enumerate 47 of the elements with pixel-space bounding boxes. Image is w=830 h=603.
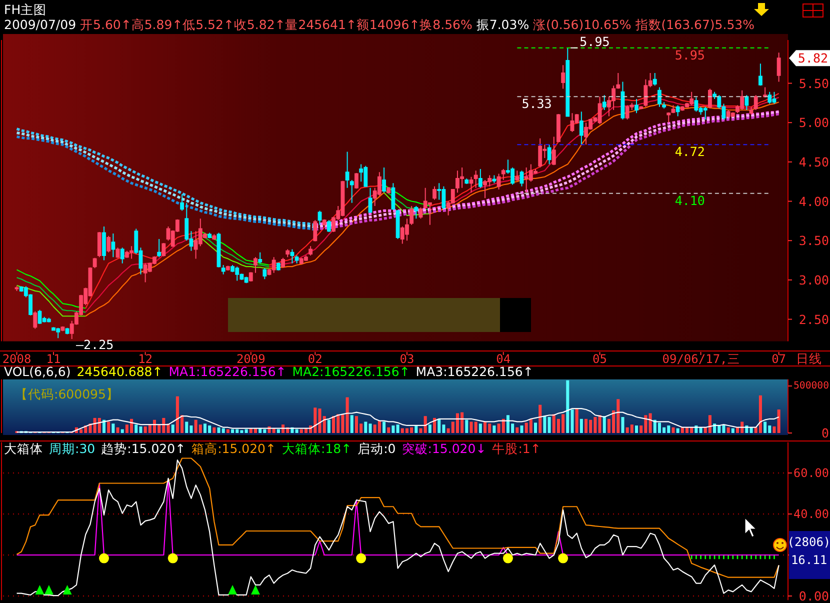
y-tick-label: 4.50 [798, 154, 829, 170]
annotation: 启动:0 [358, 441, 396, 456]
x-tick-label: 12 [138, 352, 153, 366]
x-tick-label: 07 [772, 352, 786, 366]
x-tick-label: 05 [592, 352, 608, 366]
chart-title: 大箱体 [4, 441, 43, 456]
annotation: 周期:30 [49, 441, 96, 456]
y-tick-label: 0.00 [798, 588, 829, 603]
x-tick-label: 03 [400, 352, 414, 366]
text: MA1:165226.156↑ [168, 364, 286, 379]
y-tick-label: 2.50 [798, 312, 829, 327]
y-tick-label: 5.00 [798, 115, 829, 130]
x-axis-title: 日线 [796, 351, 822, 366]
y-tick-label: 0 [821, 426, 829, 440]
y-tick-label: 5.50 [798, 76, 829, 91]
x-tick-label: 04 [496, 352, 511, 366]
x-tick-label: 2009 [236, 352, 266, 366]
x-tick-label: 2008 [2, 352, 32, 366]
text: 【代码:600095】 [15, 386, 119, 402]
text: 245640.688↑ [76, 364, 163, 379]
y-tick-label: 3.00 [798, 272, 829, 288]
text: MA3:165226.156↑ [416, 364, 534, 379]
x-tick-label: 09/06/17,三 [662, 352, 740, 366]
annotation: 5.82 [798, 50, 828, 66]
ref-line-label: 4.10 [674, 192, 705, 208]
annotation: 箱高:15.020↑ [192, 441, 276, 456]
y-tick-label: 60.00 [793, 466, 829, 480]
annotation: —2.25 [76, 337, 114, 352]
annotation: 牛股:1↑ [492, 441, 541, 456]
annotation: 突破:15.020↓ [402, 441, 486, 456]
y-tick-label: 500000 [793, 380, 830, 392]
y-tick-label: 4.00 [798, 194, 829, 209]
text: (2806) 16.11 [787, 535, 830, 567]
x-tick-label: 11 [46, 352, 61, 366]
ref-line-label: 5.33 [522, 96, 552, 112]
chart-title: FH主图 [4, 2, 47, 17]
y-tick-label: 40.00 [793, 507, 829, 521]
x-tick-label: 02 [308, 352, 322, 366]
ref-line-label: 5.95 [674, 47, 705, 62]
chart-title: VOL(6,6,6) [4, 364, 71, 379]
annotation: 大箱体:18↑ [282, 441, 352, 456]
y-tick-label: 3.50 [798, 233, 829, 248]
ref-line-label: 4.72 [674, 144, 705, 160]
annotation: 5.95 [580, 34, 610, 49]
chart-subtitle: 2009/07/09 开5.60↑高5.89↑低5.52↑收5.82↑量245641↑额14096↑换8.56% 振7.03% 涨(0.56)10.65% 指数(163.67)5.53% [4, 17, 755, 32]
annotation: 趋势:15.020↑ [101, 441, 186, 456]
text: MA2:165226.156↑ [292, 364, 410, 379]
